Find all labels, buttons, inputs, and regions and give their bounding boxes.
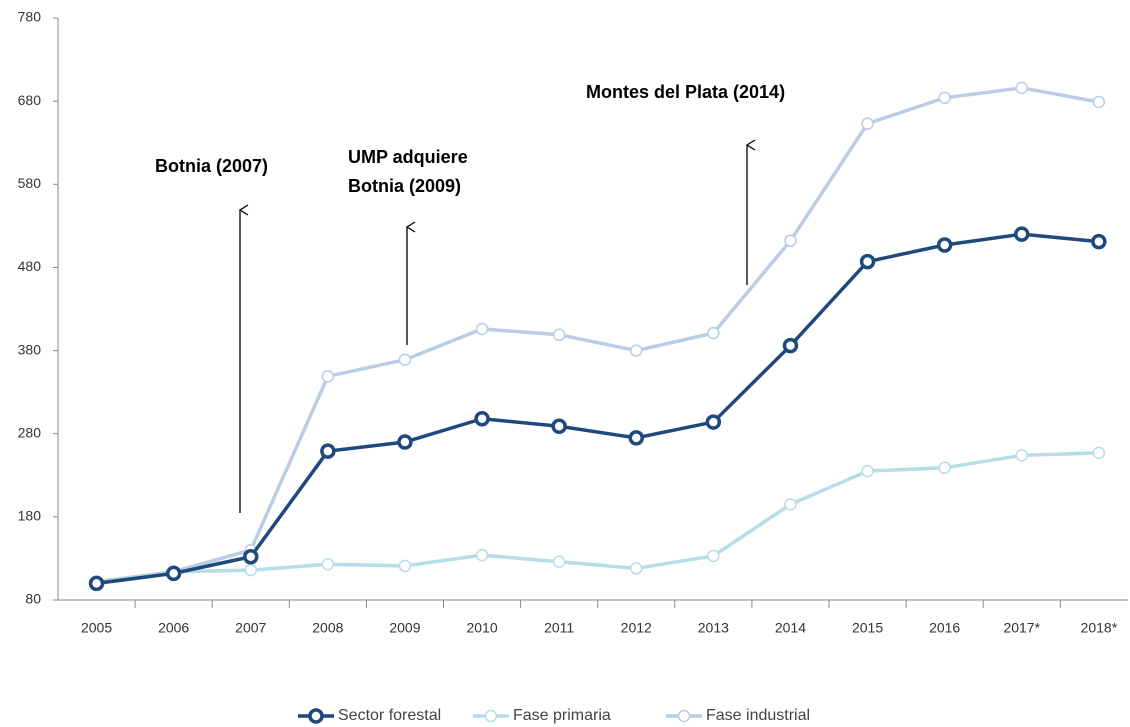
y-tick-label: 780 (18, 9, 42, 25)
marker (552, 555, 566, 569)
marker (1092, 446, 1106, 460)
x-tick-label: 2015 (852, 620, 883, 636)
marker (707, 549, 720, 563)
line (96, 232, 1100, 586)
annotation: UMP adquiere (348, 147, 468, 167)
legend-marker (677, 709, 691, 723)
marker (551, 418, 567, 434)
y-tick-label: 180 (18, 508, 42, 524)
marker (628, 430, 644, 446)
x-tick-label: 2005 (81, 620, 112, 636)
x-tick-label: 2007 (235, 620, 266, 636)
marker (630, 344, 643, 357)
marker (397, 434, 413, 450)
x-tick-label: 2017* (1003, 620, 1040, 636)
y-tick-label: 380 (18, 341, 42, 357)
y-tick-label: 280 (18, 424, 42, 440)
x-tick-label: 2012 (621, 620, 652, 636)
legend-marker (308, 708, 324, 724)
line (96, 451, 1099, 586)
marker (1091, 233, 1107, 250)
marker (784, 234, 797, 248)
x-tick-label: 2011 (544, 620, 574, 636)
marker (861, 464, 874, 478)
y-tick-label: 580 (18, 175, 42, 191)
marker (938, 91, 951, 105)
marker (320, 443, 336, 459)
marker (782, 337, 799, 354)
marker (1014, 226, 1030, 242)
x-tick-label: 2008 (312, 620, 343, 636)
y-tick-label: 680 (18, 92, 42, 108)
marker (936, 237, 953, 253)
annotation: Botnia (2007) (155, 156, 268, 176)
marker (244, 563, 257, 577)
y-tick-label: 80 (25, 591, 41, 607)
marker (705, 414, 722, 430)
marker (321, 370, 335, 383)
x-tick-label: 2013 (698, 620, 729, 636)
line (96, 86, 1100, 584)
marker (552, 328, 566, 342)
marker (630, 562, 643, 575)
marker (861, 117, 874, 130)
marker (88, 575, 105, 592)
marker (707, 326, 720, 340)
marker (474, 410, 490, 427)
annotation: Montes del Plata (2014) (586, 82, 785, 102)
marker (938, 461, 951, 475)
marker (243, 549, 259, 565)
marker (1015, 81, 1028, 95)
y-tick-label: 480 (18, 258, 42, 274)
legend-label: Sector forestal (338, 707, 441, 724)
x-tick-label: 2010 (466, 620, 497, 636)
marker (784, 498, 797, 511)
marker (321, 557, 335, 571)
marker (475, 548, 489, 562)
marker (398, 353, 412, 366)
legend-marker (484, 709, 498, 723)
marker (1092, 95, 1106, 109)
legend-label: Fase industrial (706, 707, 810, 724)
marker (165, 565, 182, 582)
marker (398, 559, 412, 573)
legend-label: Fase primaria (513, 707, 611, 724)
x-tick-label: 2006 (158, 620, 189, 636)
x-tick-label: 2014 (775, 620, 806, 636)
x-tick-label: 2016 (929, 620, 960, 636)
marker (1015, 449, 1028, 462)
marker (859, 253, 876, 270)
x-tick-label: 2009 (389, 620, 420, 636)
x-tick-label: 2018* (1081, 620, 1118, 636)
marker (475, 322, 489, 336)
annotation: Botnia (2009) (348, 176, 461, 196)
